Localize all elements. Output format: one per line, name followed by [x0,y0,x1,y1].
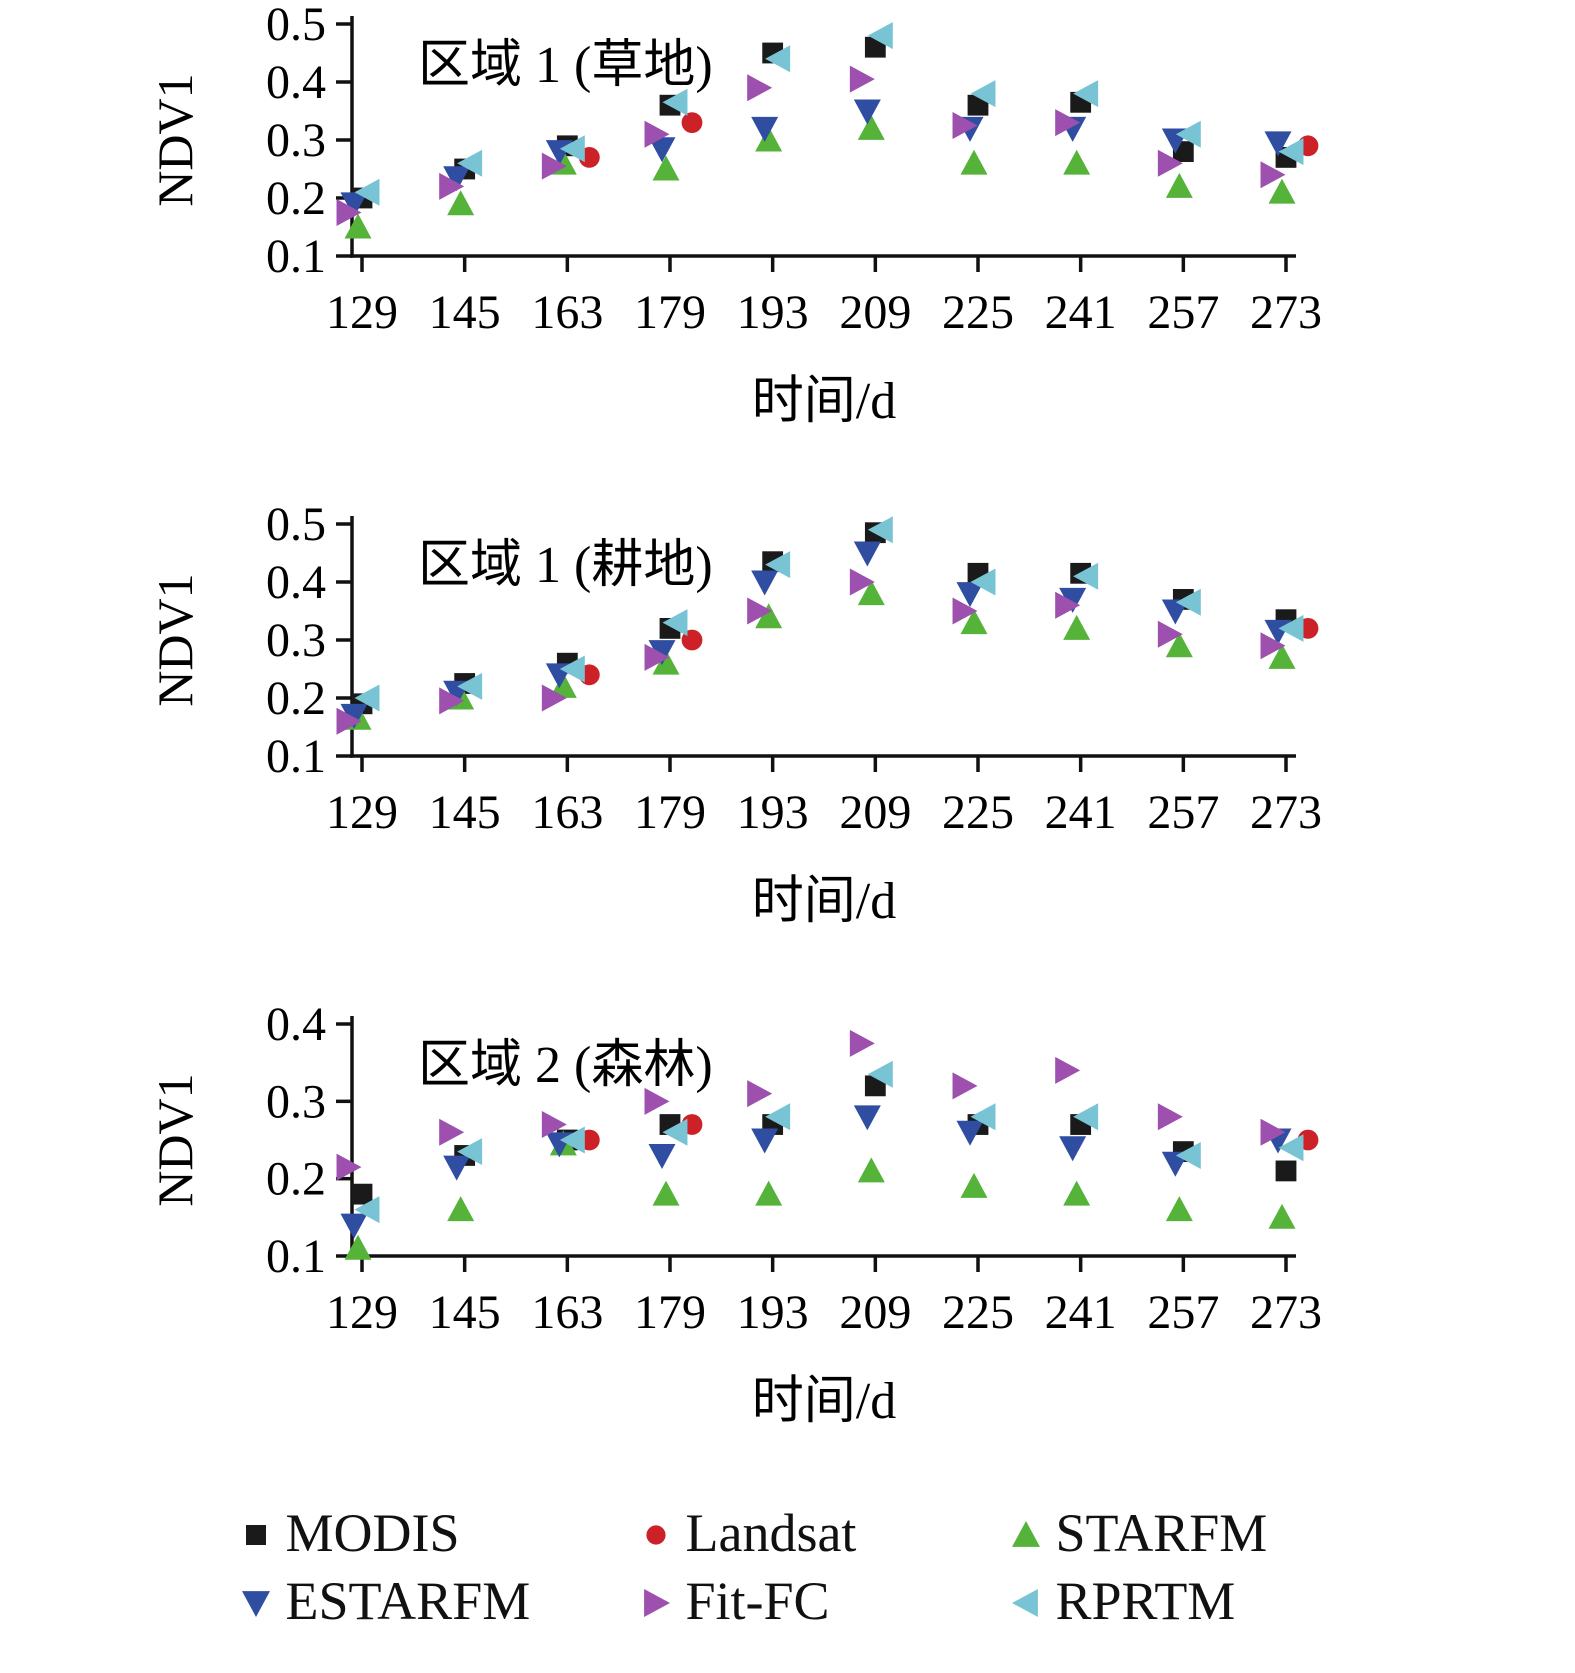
x-axis-title: 时间/d [752,373,896,430]
series-ESTARFM [340,1105,1292,1239]
chart-region1-grassland: 0.1 0.2 0.3 0.4 0.5 129 145 163 179 193 209 225 241 2… [0,6,1575,458]
x-tick-label: 163 [531,286,603,339]
y-axis-title: NDV1 [147,73,203,206]
x-tick-label: 241 [1045,286,1117,339]
series-MODIS [351,1075,1297,1205]
triangle-left-marker-icon [1011,1589,1038,1617]
y-tick-label: 0.4 [266,556,326,609]
x-tick-label: 129 [326,286,398,339]
series-STARFM [344,580,1296,730]
square-marker-icon [245,1525,266,1545]
series-RPRTM [354,516,1304,712]
x-tick-label: 209 [839,786,911,839]
x-tick-label: 179 [634,286,706,339]
circle-marker-icon [645,1525,666,1545]
x-axis-title: 时间/d [752,873,896,930]
series-ESTARFM [340,99,1292,218]
legend-item-landsat: Landsat [638,1506,968,1560]
y-axis-title: NDV1 [147,1073,203,1206]
legend-item-starfm: STARFM [1008,1506,1338,1560]
y-tick-label: 0.5 [266,6,326,51]
y-tick-label: 0.5 [266,506,326,551]
x-tick-label: 163 [531,1286,603,1339]
series-Landsat [578,112,1319,168]
x-tick-label: 225 [942,786,1014,839]
series-RPRTM [354,1060,1304,1224]
chart-region2-forest: 0.1 0.2 0.3 0.4 129 145 163 179 193 209 225 241 257 2… [0,1006,1575,1458]
series-Landsat [578,618,1319,686]
x-tick-label: 145 [429,1286,501,1339]
x-tick-label: 145 [429,786,501,839]
x-tick-label: 273 [1250,786,1322,839]
x-tick-label: 209 [839,1286,911,1339]
series-STARFM [344,114,1296,239]
chart-legend: MODIS Landsat STARFM ESTARFM Fit-FC RPRTM [0,1506,1575,1628]
y-tick-label: 0.1 [266,1230,326,1283]
triangle-down-marker-icon [241,1591,270,1617]
chart-region1-cropland: 0.1 0.2 0.3 0.4 0.5 129 145 163 179 193 209 225 241 2… [0,506,1575,958]
legend-item-rprtm: RPRTM [1008,1574,1338,1628]
series-Landsat [578,1114,1319,1151]
legend-item-fit-fc: Fit-FC [638,1574,968,1628]
x-axis-title: 时间/d [752,1373,896,1430]
x-tick-label: 225 [942,1286,1014,1339]
x-tick-label: 129 [326,1286,398,1339]
y-tick-label: 0.1 [266,230,326,283]
x-tick-label: 273 [1250,1286,1322,1339]
x-tick-label: 193 [737,286,809,339]
plot-title: 区域 2 (森林) [418,1037,713,1094]
series-Fit-FC [336,1029,1286,1181]
y-tick-label: 0.3 [266,114,326,167]
chart-svg: 0.1 0.2 0.3 0.4 129 145 163 179 193 209 225 241 257 2… [147,1006,1322,1430]
figure-ndvi-comparison: 0.1 0.2 0.3 0.4 0.5 129 145 163 179 193 209 225 241 2… [0,6,1575,1628]
legend-label: Fit-FC [685,1571,830,1631]
x-tick-label: 257 [1147,786,1219,839]
y-tick-label: 0.2 [266,1153,326,1206]
x-tick-label: 145 [429,286,501,339]
y-tick-label: 0.2 [266,172,326,225]
y-tick-label: 0.2 [266,672,326,725]
series-Fit-FC [336,568,1286,735]
legend-label: STARFM [1055,1503,1268,1563]
x-tick-label: 193 [737,1286,809,1339]
plot-title: 区域 1 (耕地) [418,537,713,594]
y-tick-label: 0.4 [266,56,326,109]
x-tick-label: 179 [634,786,706,839]
x-tick-label: 225 [942,286,1014,339]
series-RPRTM [354,22,1304,206]
y-tick-label: 0.3 [266,1075,326,1128]
triangle-up-marker-icon [1011,1521,1040,1547]
legend-item-modis: MODIS [238,1506,598,1560]
x-tick-label: 273 [1250,286,1322,339]
series-Fit-FC [336,65,1286,226]
legend-label: Landsat [685,1503,857,1563]
x-tick-label: 257 [1147,286,1219,339]
plot-title: 区域 1 (草地) [418,37,713,94]
legend-item-estarfm: ESTARFM [238,1574,598,1628]
x-tick-label: 193 [737,786,809,839]
x-tick-label: 241 [1045,1286,1117,1339]
x-tick-label: 129 [326,786,398,839]
x-tick-label: 179 [634,1286,706,1339]
y-tick-label: 0.4 [266,1006,326,1051]
y-tick-label: 0.1 [266,730,326,783]
x-tick-label: 163 [531,786,603,839]
legend-label: ESTARFM [285,1571,531,1631]
y-axis-title: NDV1 [147,573,203,706]
triangle-right-marker-icon [643,1589,670,1617]
y-tick-label: 0.3 [266,614,326,667]
series-STARFM [344,1130,1296,1260]
x-tick-label: 257 [1147,1286,1219,1339]
chart-svg: 0.10.20.30.4 0.5 129 145 163 179 193 209 225 241 2… [147,6,1322,430]
chart-svg: 0.10.20.30.4 0.5 129 145 163 179 193 209 225 241 2… [147,506,1322,930]
legend-label: RPRTM [1055,1571,1236,1631]
legend-label: MODIS [285,1503,460,1563]
x-tick-label: 241 [1045,786,1117,839]
x-tick-label: 209 [839,286,911,339]
